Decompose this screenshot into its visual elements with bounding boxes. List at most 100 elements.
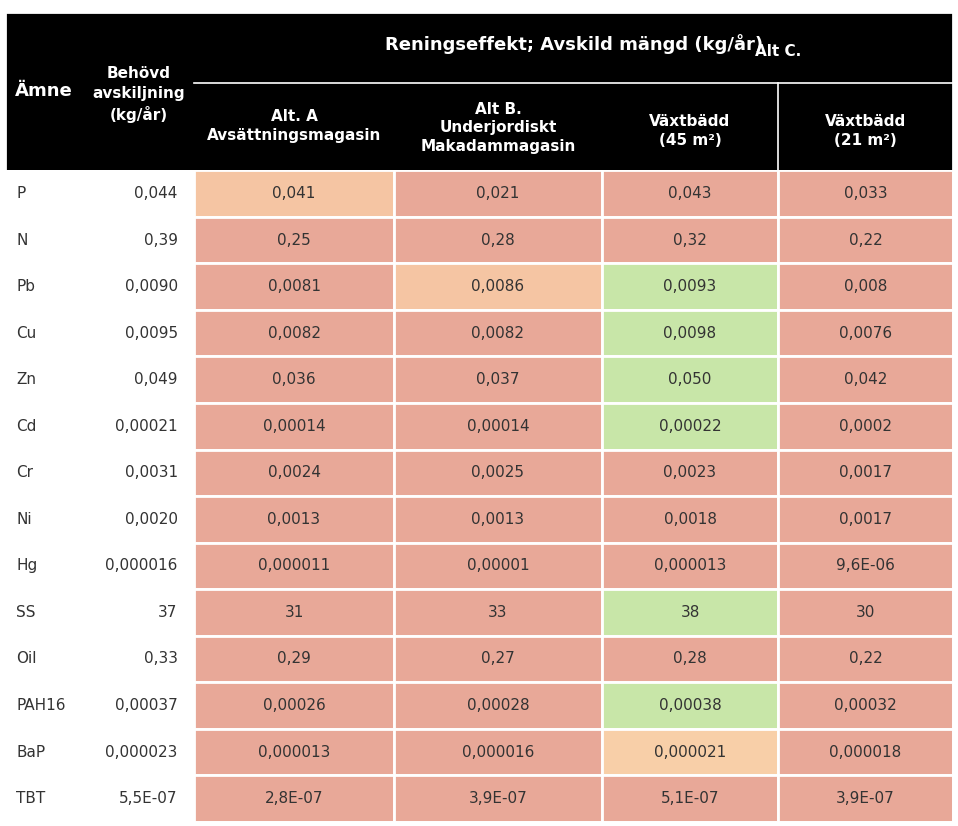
Text: 0,0002: 0,0002 — [839, 419, 892, 434]
Bar — [778, 356, 953, 403]
Text: P: P — [16, 186, 26, 201]
Bar — [194, 729, 394, 776]
Bar — [603, 496, 778, 543]
Bar — [394, 216, 603, 263]
Text: Zn: Zn — [16, 373, 36, 387]
Bar — [194, 636, 394, 682]
Bar — [778, 170, 953, 216]
Text: 3,9E-07: 3,9E-07 — [836, 791, 895, 806]
Bar — [603, 589, 778, 636]
Text: 0,0082: 0,0082 — [267, 325, 321, 340]
Bar — [603, 543, 778, 589]
Bar — [394, 263, 603, 310]
Bar — [394, 496, 603, 543]
Text: Oil: Oil — [16, 652, 37, 667]
Bar — [5, 729, 82, 776]
Bar — [5, 449, 82, 496]
Text: 0,036: 0,036 — [272, 373, 316, 387]
Bar — [5, 543, 82, 589]
Bar — [394, 310, 603, 357]
Bar — [394, 682, 603, 729]
Text: 0,22: 0,22 — [849, 652, 882, 667]
Bar — [5, 776, 82, 822]
Bar — [194, 449, 394, 496]
Text: 0,00026: 0,00026 — [262, 698, 326, 713]
Text: BaP: BaP — [16, 744, 46, 760]
Text: 0,29: 0,29 — [277, 652, 311, 667]
Text: 0,0013: 0,0013 — [471, 512, 525, 527]
Bar — [778, 776, 953, 822]
Text: 3,9E-07: 3,9E-07 — [468, 791, 527, 806]
Text: 0,28: 0,28 — [673, 652, 707, 667]
Text: 5,5E-07: 5,5E-07 — [119, 791, 177, 806]
Bar — [603, 356, 778, 403]
Bar — [394, 636, 603, 682]
Bar — [82, 543, 194, 589]
Bar — [394, 776, 603, 822]
Bar — [394, 170, 603, 216]
Text: 0,033: 0,033 — [844, 186, 887, 201]
Bar — [5, 356, 82, 403]
Text: 0,00038: 0,00038 — [659, 698, 721, 713]
Bar — [394, 356, 603, 403]
Bar — [603, 170, 778, 216]
Bar — [82, 170, 194, 216]
Bar — [778, 496, 953, 543]
Bar — [5, 682, 82, 729]
Text: 0,021: 0,021 — [476, 186, 519, 201]
Text: Alt B.
Underjordiskt
Makadammagasin: Alt B. Underjordiskt Makadammagasin — [421, 102, 576, 154]
Text: 38: 38 — [680, 605, 699, 620]
Text: 33: 33 — [489, 605, 508, 620]
Bar — [194, 682, 394, 729]
Text: 0,28: 0,28 — [481, 233, 514, 248]
Bar — [82, 403, 194, 449]
Bar — [194, 496, 394, 543]
Text: Växtbädd
(21 m²): Växtbädd (21 m²) — [825, 114, 906, 148]
Text: 0,043: 0,043 — [669, 186, 712, 201]
Bar — [82, 776, 194, 822]
Text: 0,049: 0,049 — [134, 373, 177, 387]
Text: 0,00032: 0,00032 — [834, 698, 897, 713]
Bar — [778, 543, 953, 589]
Text: Växtbädd
(45 m²): Växtbädd (45 m²) — [650, 114, 731, 148]
Bar — [394, 729, 603, 776]
Text: N: N — [16, 233, 28, 248]
Text: 0,000016: 0,000016 — [462, 744, 535, 760]
Bar — [778, 263, 953, 310]
Text: 0,000016: 0,000016 — [105, 558, 177, 573]
Text: Alt C.: Alt C. — [755, 45, 801, 59]
Text: 0,050: 0,050 — [669, 373, 712, 387]
Text: 0,0017: 0,0017 — [839, 465, 892, 480]
Text: Hg: Hg — [16, 558, 37, 573]
Text: 0,00014: 0,00014 — [262, 419, 326, 434]
Text: 30: 30 — [855, 605, 876, 620]
Bar — [778, 636, 953, 682]
Bar — [82, 356, 194, 403]
Bar — [194, 356, 394, 403]
Bar — [5, 170, 82, 216]
Bar — [82, 496, 194, 543]
Text: 0,0024: 0,0024 — [267, 465, 321, 480]
Text: 0,000018: 0,000018 — [830, 744, 901, 760]
Bar — [194, 170, 394, 216]
Text: 0,0081: 0,0081 — [267, 279, 321, 294]
Text: 0,00021: 0,00021 — [115, 419, 177, 434]
Text: 0,0023: 0,0023 — [664, 465, 717, 480]
Bar — [778, 310, 953, 357]
Text: 37: 37 — [158, 605, 177, 620]
Bar — [603, 636, 778, 682]
Bar — [82, 310, 194, 357]
Bar — [778, 682, 953, 729]
Bar — [5, 263, 82, 310]
Text: 5,1E-07: 5,1E-07 — [661, 791, 719, 806]
Text: Ämne: Ämne — [14, 83, 73, 100]
Text: 0,22: 0,22 — [849, 233, 882, 248]
Text: SS: SS — [16, 605, 36, 620]
Bar — [778, 216, 953, 263]
Bar — [82, 449, 194, 496]
Text: Cr: Cr — [16, 465, 34, 480]
Text: 0,0090: 0,0090 — [125, 279, 177, 294]
Text: 0,000021: 0,000021 — [654, 744, 726, 760]
Text: 0,00037: 0,00037 — [115, 698, 177, 713]
Bar — [194, 543, 394, 589]
